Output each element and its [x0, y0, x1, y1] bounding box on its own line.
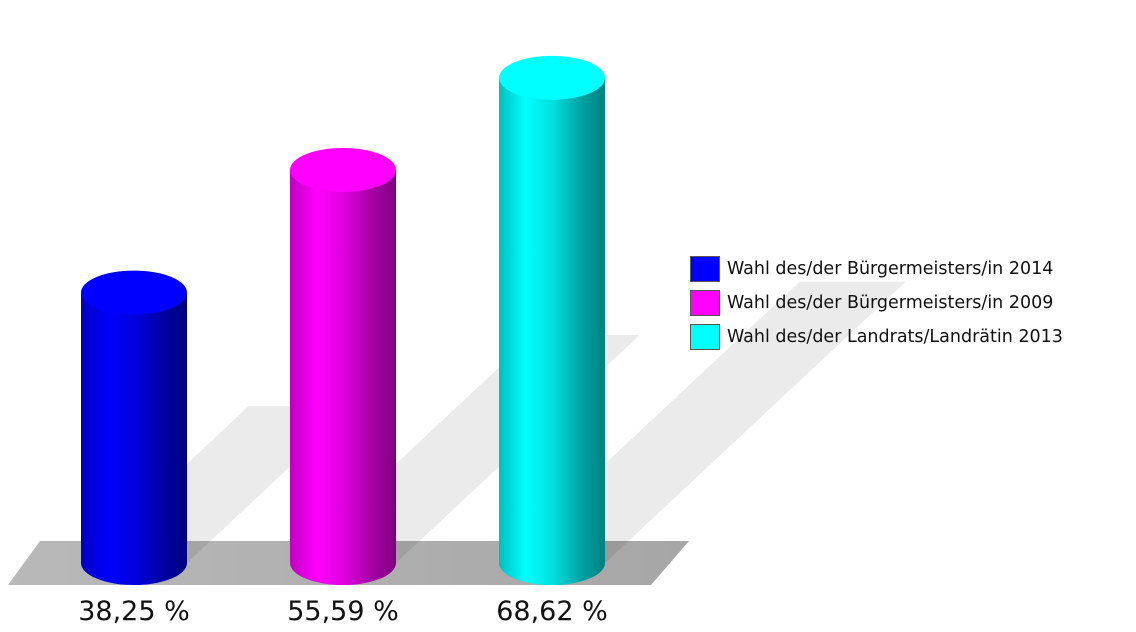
- legend-swatch-cyan: [690, 324, 720, 350]
- bar-body: [290, 169, 396, 585]
- legend-item: Wahl des/der Landrats/Landrätin 2013: [690, 320, 1136, 354]
- bar-body: [499, 77, 605, 585]
- bar-3: [499, 55, 605, 585]
- bar-top-cap: [81, 270, 187, 315]
- legend-swatch-magenta: [690, 290, 720, 316]
- legend-label: Wahl des/der Bürgermeisters/in 2014: [727, 259, 1054, 279]
- legend-item: Wahl des/der Bürgermeisters/in 2014: [690, 252, 1136, 286]
- bar-top-cap: [290, 147, 396, 192]
- value-label: 38,25 %: [78, 596, 190, 627]
- value-label: 68,62 %: [496, 596, 608, 627]
- bar-body: [81, 292, 187, 585]
- legend-label: Wahl des/der Bürgermeisters/in 2009: [727, 293, 1054, 313]
- legend-label: Wahl des/der Landrats/Landrätin 2013: [727, 327, 1063, 347]
- legend: Wahl des/der Bürgermeisters/in 2014 Wahl…: [690, 252, 1136, 354]
- bar-top-cap: [499, 55, 605, 100]
- legend-item: Wahl des/der Bürgermeisters/in 2009: [690, 286, 1136, 320]
- legend-swatch-blue: [690, 256, 720, 282]
- bar-1: [81, 270, 187, 585]
- bar-2: [290, 147, 396, 585]
- value-label: 55,59 %: [287, 596, 399, 627]
